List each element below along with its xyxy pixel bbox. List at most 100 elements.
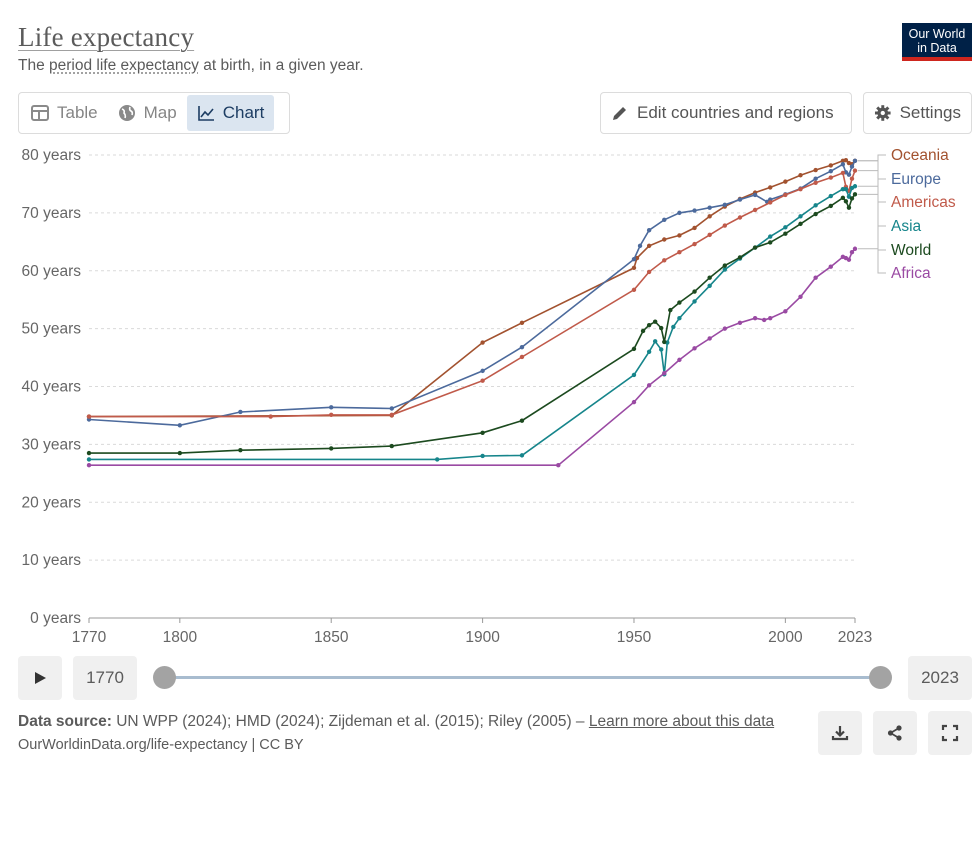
data-point[interactable] xyxy=(677,357,682,363)
data-point[interactable] xyxy=(828,193,833,199)
data-point[interactable] xyxy=(707,205,712,210)
data-point[interactable] xyxy=(268,414,273,419)
data-point[interactable] xyxy=(813,180,818,185)
tab-table[interactable]: Table xyxy=(21,95,108,131)
data-point[interactable] xyxy=(828,264,833,269)
series-line-africa[interactable] xyxy=(89,248,856,467)
legend-label-americas[interactable]: Americas xyxy=(891,194,956,211)
data-point[interactable] xyxy=(768,200,773,205)
data-point[interactable] xyxy=(86,450,92,456)
data-point[interactable] xyxy=(852,168,858,173)
series-line-world[interactable] xyxy=(89,193,856,454)
owid-logo[interactable]: Our World in Data xyxy=(902,23,972,61)
data-point[interactable] xyxy=(852,246,858,251)
data-point[interactable] xyxy=(389,443,394,449)
data-point[interactable] xyxy=(798,221,803,227)
data-point[interactable] xyxy=(631,372,637,378)
data-point[interactable] xyxy=(752,207,758,213)
data-point[interactable] xyxy=(798,294,803,299)
data-point[interactable] xyxy=(631,346,637,352)
data-point[interactable] xyxy=(177,450,183,456)
data-point[interactable] xyxy=(329,446,334,451)
source-url[interactable]: OurWorldinData.org/life-expectancy | CC … xyxy=(18,737,304,753)
data-point[interactable] xyxy=(631,265,637,271)
data-point[interactable] xyxy=(768,234,773,239)
data-point[interactable] xyxy=(852,192,858,197)
data-point[interactable] xyxy=(846,257,852,262)
data-point[interactable] xyxy=(646,228,652,233)
data-point[interactable] xyxy=(86,463,92,468)
settings-button[interactable]: Settings xyxy=(863,92,972,134)
chart-title[interactable]: Life expectancy xyxy=(18,22,195,52)
data-point[interactable] xyxy=(846,205,852,210)
data-point[interactable] xyxy=(849,176,855,181)
data-point[interactable] xyxy=(659,325,664,331)
data-point[interactable] xyxy=(637,243,643,249)
data-point[interactable] xyxy=(783,192,788,198)
data-point[interactable] xyxy=(692,289,697,294)
data-point[interactable] xyxy=(668,307,673,313)
data-point[interactable] xyxy=(722,326,728,331)
data-point[interactable] xyxy=(849,196,855,201)
data-point[interactable] xyxy=(783,179,788,184)
data-point[interactable] xyxy=(692,241,697,247)
data-point[interactable] xyxy=(519,354,525,360)
legend-label-europe[interactable]: Europe xyxy=(891,171,941,188)
data-point[interactable] xyxy=(707,336,712,341)
data-point[interactable] xyxy=(722,223,728,228)
timeline-start-handle[interactable] xyxy=(153,666,176,689)
tab-map[interactable]: Map xyxy=(108,95,187,131)
data-point[interactable] xyxy=(646,243,652,249)
series-line-europe[interactable] xyxy=(88,160,856,427)
data-point[interactable] xyxy=(849,250,855,255)
series-line-americas[interactable] xyxy=(89,170,856,418)
data-point[interactable] xyxy=(768,316,773,321)
data-point[interactable] xyxy=(692,225,697,231)
data-point[interactable] xyxy=(329,412,334,418)
data-point[interactable] xyxy=(659,347,664,352)
data-point[interactable] xyxy=(662,217,667,223)
data-point[interactable] xyxy=(389,406,394,411)
data-point[interactable] xyxy=(813,275,818,280)
data-point[interactable] xyxy=(840,162,846,167)
data-point[interactable] xyxy=(846,172,852,177)
data-point[interactable] xyxy=(828,163,833,168)
data-point[interactable] xyxy=(828,169,833,174)
play-button[interactable] xyxy=(18,656,62,700)
data-point[interactable] xyxy=(722,202,728,207)
data-point[interactable] xyxy=(783,309,788,314)
legend-label-world[interactable]: World xyxy=(891,242,931,259)
data-point[interactable] xyxy=(840,170,846,176)
data-point[interactable] xyxy=(677,250,682,255)
data-point[interactable] xyxy=(662,339,667,345)
data-point[interactable] xyxy=(843,158,849,163)
data-point[interactable] xyxy=(722,263,728,268)
data-point[interactable] xyxy=(677,233,682,238)
learn-more-link[interactable]: Learn more about this data xyxy=(588,713,775,730)
data-point[interactable] xyxy=(707,283,712,288)
data-point[interactable] xyxy=(631,399,637,405)
data-point[interactable] xyxy=(480,453,485,459)
data-point[interactable] xyxy=(646,383,652,388)
data-point[interactable] xyxy=(389,412,394,418)
legend-label-oceania[interactable]: Oceania xyxy=(891,147,949,164)
data-point[interactable] xyxy=(813,211,818,217)
data-point[interactable] xyxy=(692,346,697,351)
data-point[interactable] xyxy=(662,237,667,242)
data-point[interactable] xyxy=(177,423,183,428)
data-point[interactable] xyxy=(671,324,676,330)
data-point[interactable] xyxy=(640,328,646,334)
data-point[interactable] xyxy=(480,430,485,435)
data-point[interactable] xyxy=(783,231,788,236)
data-point[interactable] xyxy=(752,192,758,198)
data-point[interactable] xyxy=(737,197,743,202)
data-point[interactable] xyxy=(849,164,855,169)
data-point[interactable] xyxy=(813,176,818,181)
data-point[interactable] xyxy=(828,175,833,180)
data-point[interactable] xyxy=(480,340,485,345)
legend-label-africa[interactable]: Africa xyxy=(891,265,931,282)
data-point[interactable] xyxy=(840,195,846,201)
legend-label-asia[interactable]: Asia xyxy=(891,218,922,235)
timeline-end-year[interactable]: 2023 xyxy=(908,656,972,700)
data-point[interactable] xyxy=(692,208,697,213)
